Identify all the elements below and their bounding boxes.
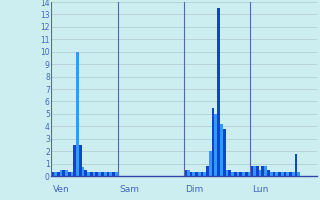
Bar: [289, 172, 292, 176]
Bar: [259, 170, 261, 176]
Bar: [104, 172, 107, 176]
Bar: [284, 172, 286, 176]
Bar: [278, 172, 281, 176]
Bar: [109, 172, 112, 176]
Bar: [79, 145, 82, 176]
Bar: [212, 108, 214, 176]
Bar: [95, 172, 98, 176]
Bar: [209, 151, 212, 176]
Bar: [112, 172, 115, 176]
Bar: [223, 129, 226, 176]
Bar: [101, 172, 104, 176]
Bar: [201, 172, 204, 176]
Text: Ven: Ven: [52, 185, 69, 194]
Text: Lun: Lun: [252, 185, 268, 194]
Bar: [184, 170, 187, 176]
Bar: [286, 172, 289, 176]
Bar: [295, 154, 297, 176]
Bar: [292, 172, 295, 176]
Bar: [226, 170, 228, 176]
Bar: [281, 172, 284, 176]
Bar: [60, 170, 62, 176]
Bar: [242, 172, 245, 176]
Bar: [189, 172, 192, 176]
Bar: [82, 167, 84, 176]
Bar: [98, 172, 101, 176]
Bar: [87, 172, 90, 176]
Bar: [115, 172, 118, 176]
Bar: [76, 52, 79, 176]
Bar: [73, 145, 76, 176]
Bar: [204, 172, 206, 176]
Bar: [256, 166, 259, 176]
Bar: [90, 172, 93, 176]
Bar: [54, 172, 57, 176]
Bar: [57, 172, 60, 176]
Bar: [220, 124, 223, 176]
Bar: [250, 166, 253, 176]
Bar: [93, 172, 95, 176]
Bar: [214, 114, 217, 176]
Bar: [234, 172, 236, 176]
Bar: [71, 172, 73, 176]
Bar: [275, 172, 278, 176]
Bar: [273, 172, 275, 176]
Bar: [107, 172, 109, 176]
Bar: [187, 170, 189, 176]
Bar: [217, 8, 220, 176]
Bar: [84, 170, 87, 176]
Bar: [195, 172, 198, 176]
Bar: [228, 170, 231, 176]
Bar: [267, 170, 270, 176]
Bar: [68, 172, 71, 176]
Bar: [253, 166, 256, 176]
Bar: [231, 172, 234, 176]
Bar: [239, 172, 242, 176]
Bar: [264, 166, 267, 176]
Bar: [192, 172, 195, 176]
Bar: [270, 172, 273, 176]
Bar: [206, 166, 209, 176]
Text: Dim: Dim: [185, 185, 204, 194]
Bar: [65, 170, 68, 176]
Bar: [297, 172, 300, 176]
Bar: [198, 172, 201, 176]
Bar: [261, 166, 264, 176]
Bar: [236, 172, 239, 176]
Bar: [245, 172, 248, 176]
Text: Sam: Sam: [119, 185, 139, 194]
Bar: [51, 172, 54, 176]
Bar: [248, 172, 251, 176]
Bar: [62, 170, 65, 176]
